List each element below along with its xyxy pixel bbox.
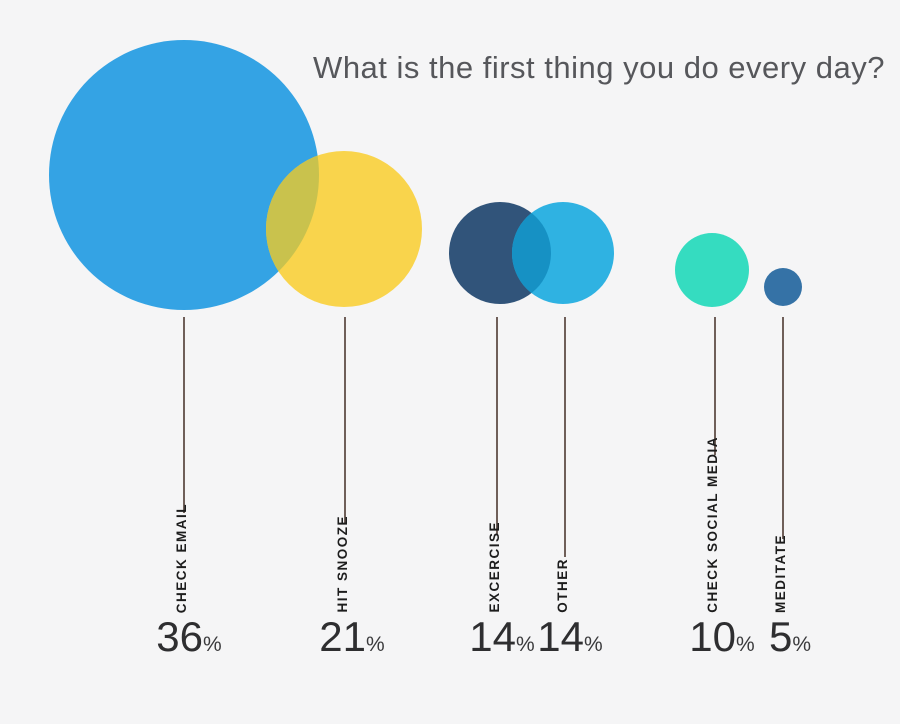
value-check-social-media: 10% [687, 616, 757, 658]
bubble-meditate [764, 268, 802, 306]
chart-title: What is the first thing you do every day… [313, 50, 885, 85]
value-hit-snooze: 21% [317, 616, 387, 658]
category-label-hit-snooze: HIT SNOOZE [335, 515, 350, 613]
value-unit: % [792, 633, 812, 656]
value-excercise: 14% [467, 616, 537, 658]
category-label-check-email: CHECK EMAIL [174, 502, 189, 613]
value-meditate: 5% [755, 616, 825, 658]
bubble-overlap-excercise-other [512, 202, 551, 304]
value-other: 14% [535, 616, 605, 658]
value-unit: % [203, 633, 222, 656]
bubble-check-social-media [675, 233, 749, 307]
value-unit: % [736, 633, 755, 656]
value-number: 5 [768, 613, 793, 660]
value-check-email: 36% [154, 616, 224, 658]
category-label-other: OTHER [555, 558, 570, 613]
value-unit: % [366, 633, 385, 656]
category-label-check-social-media: CHECK SOCIAL MEDIA [705, 436, 720, 613]
category-label-excercise: EXCERCISE [487, 521, 502, 613]
value-number: 36 [156, 613, 204, 660]
value-number: 14 [537, 613, 585, 660]
bubble-check-email [49, 40, 319, 310]
value-number: 21 [319, 613, 367, 660]
category-label-meditate: MEDITATE [773, 534, 788, 613]
value-unit: % [516, 633, 535, 656]
value-unit: % [584, 633, 603, 656]
value-number: 14 [469, 613, 517, 660]
value-number: 10 [689, 613, 737, 660]
